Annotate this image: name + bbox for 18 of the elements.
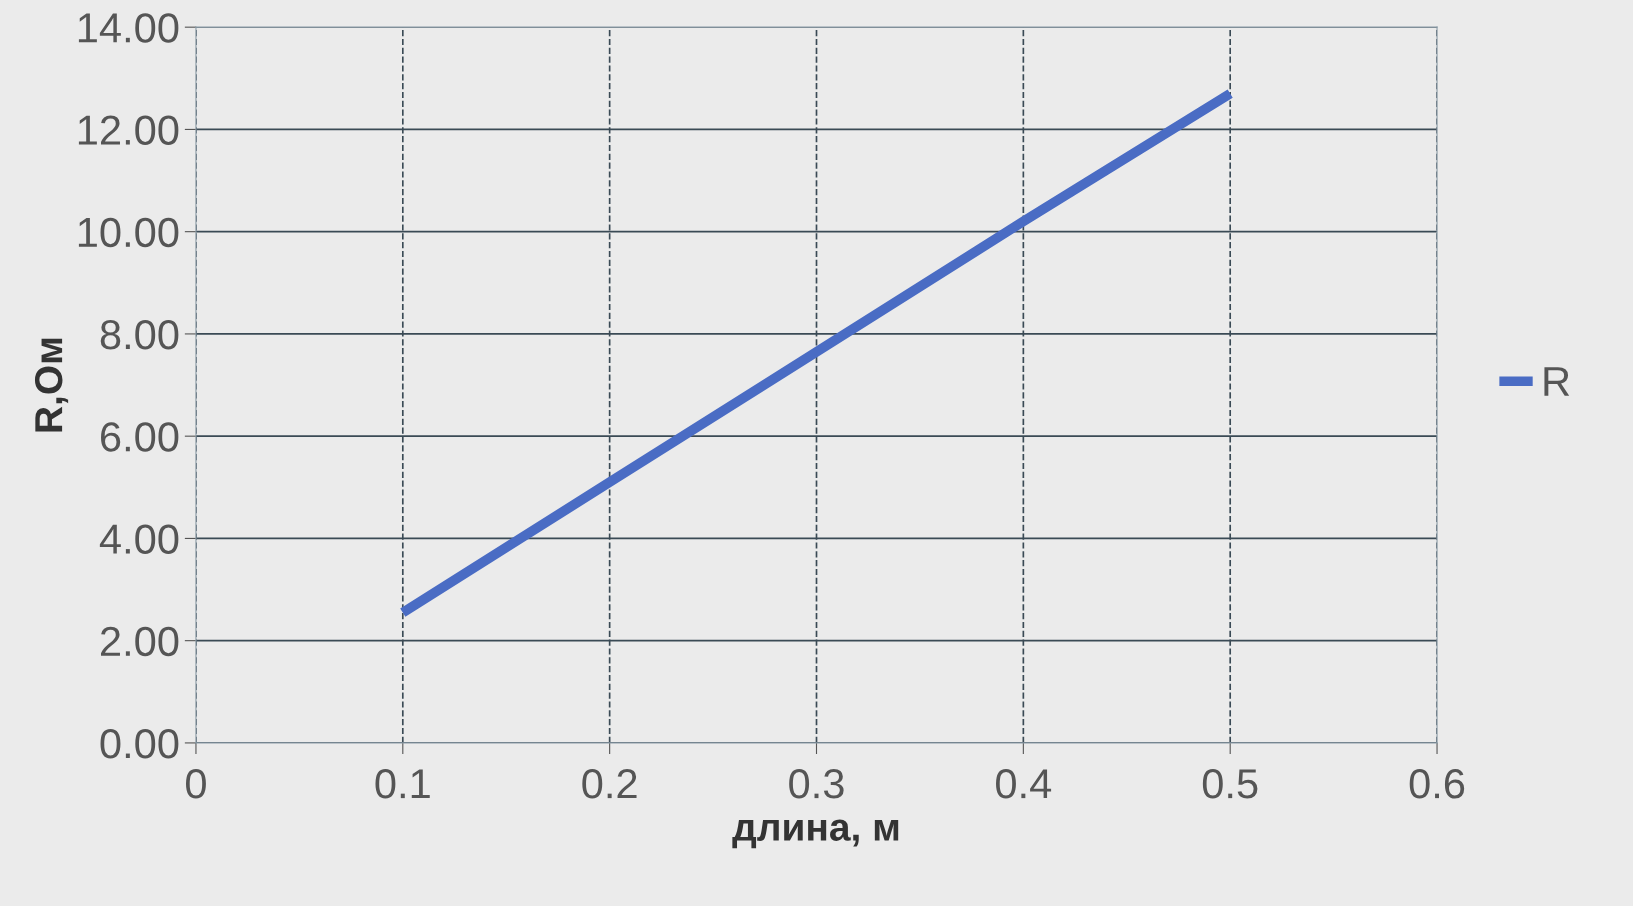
legend-label: R xyxy=(1544,367,1570,396)
y-tick-label: 6.00 xyxy=(101,422,179,452)
x-tick-label: 0.1 xyxy=(375,769,430,799)
x-tick-label: 0.6 xyxy=(1409,769,1465,799)
y-tick-label: 10.00 xyxy=(78,217,179,248)
x-tick-label: 0.4 xyxy=(996,769,1052,799)
y-tick-label: 2.00 xyxy=(101,626,179,657)
y-tick-label: 4.00 xyxy=(99,524,179,554)
x-tick-label: 0.3 xyxy=(789,769,844,799)
y-axis-title: R,Ом xyxy=(34,338,69,432)
y-tick-label: 12.00 xyxy=(78,115,179,145)
x-tick-label: 0 xyxy=(186,769,206,799)
y-tick-label: 0.00 xyxy=(100,728,179,759)
x-axis-title: длина, м xyxy=(732,819,899,849)
x-tick-label: 0.5 xyxy=(1202,769,1258,799)
y-tick-label: 14.00 xyxy=(78,13,179,43)
y-tick-label: 8.00 xyxy=(100,319,179,350)
x-tick-label: 0.2 xyxy=(582,769,637,799)
